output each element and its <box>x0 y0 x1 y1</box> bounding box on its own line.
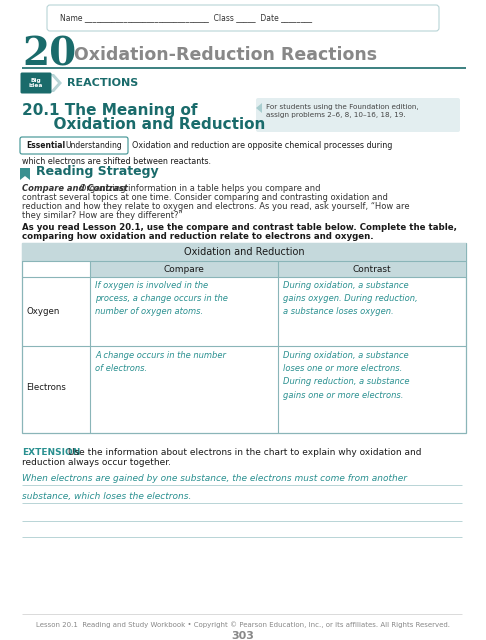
FancyBboxPatch shape <box>47 5 439 31</box>
Text: A change occurs in the number
of electrons.: A change occurs in the number of electro… <box>95 351 226 373</box>
Bar <box>22 243 466 433</box>
Text: When electrons are gained by one substance, the electrons must come from another: When electrons are gained by one substan… <box>22 474 407 483</box>
Text: reduction always occur together.: reduction always occur together. <box>22 458 171 467</box>
Text: Lesson 20.1  Reading and Study Workbook • Copyright © Pearson Education, Inc., o: Lesson 20.1 Reading and Study Workbook •… <box>36 621 450 628</box>
Text: Essential: Essential <box>26 141 65 150</box>
Text: During oxidation, a substance
loses one or more electrons.
During reduction, a s: During oxidation, a substance loses one … <box>283 351 410 399</box>
Text: which electrons are shifted between reactants.: which electrons are shifted between reac… <box>22 157 211 166</box>
Text: REACTIONS: REACTIONS <box>67 78 138 88</box>
Text: Reading Strategy: Reading Strategy <box>36 166 158 179</box>
Polygon shape <box>256 103 262 113</box>
Text: Electrons: Electrons <box>26 383 66 392</box>
Text: Big
idea: Big idea <box>29 78 43 88</box>
Text: Contrast: Contrast <box>353 264 391 273</box>
Text: If oxygen is involved in the
process, a change occurs in the
number of oxygen at: If oxygen is involved in the process, a … <box>95 281 228 316</box>
Text: Organizing information in a table helps you compare and: Organizing information in a table helps … <box>22 184 320 193</box>
FancyBboxPatch shape <box>256 98 460 132</box>
Text: Compare and Contrast: Compare and Contrast <box>22 184 128 193</box>
Text: For students using the Foundation edition,
assign problems 2–6, 8, 10–16, 18, 19: For students using the Foundation editio… <box>266 104 418 118</box>
Text: Oxidation and reduction are opposite chemical processes during: Oxidation and reduction are opposite che… <box>132 141 392 150</box>
Text: EXTENSION: EXTENSION <box>22 448 80 457</box>
Text: contrast several topics at one time. Consider comparing and contrasting oxidatio: contrast several topics at one time. Con… <box>22 193 388 202</box>
Text: As you read Lesson 20.1, use the compare and contrast table below. Complete the : As you read Lesson 20.1, use the compare… <box>22 223 457 232</box>
Text: reduction and how they relate to oxygen and electrons. As you read, ask yourself: reduction and how they relate to oxygen … <box>22 202 410 211</box>
Text: Name ________________________________  Class _____  Date ________: Name ________________________________ Cl… <box>60 13 312 22</box>
Text: Compare: Compare <box>164 264 205 273</box>
Text: Oxidation and Reduction: Oxidation and Reduction <box>22 117 265 132</box>
Polygon shape <box>50 74 62 92</box>
FancyBboxPatch shape <box>20 72 52 93</box>
Text: Oxygen: Oxygen <box>26 307 59 316</box>
Text: they similar? How are they different?”: they similar? How are they different?” <box>22 211 183 220</box>
Text: Use the information about electrons in the chart to explain why oxidation and: Use the information about electrons in t… <box>68 448 421 457</box>
FancyBboxPatch shape <box>20 137 128 154</box>
Text: Oxidation and Reduction: Oxidation and Reduction <box>184 247 304 257</box>
Text: 20.1 The Meaning of: 20.1 The Meaning of <box>22 103 197 118</box>
Bar <box>90 261 466 277</box>
Text: substance, which loses the electrons.: substance, which loses the electrons. <box>22 492 191 501</box>
Text: comparing how oxidation and reduction relate to electrons and oxygen.: comparing how oxidation and reduction re… <box>22 232 374 241</box>
Text: Oxidation-Reduction Reactions: Oxidation-Reduction Reactions <box>74 46 377 64</box>
Bar <box>22 243 466 261</box>
Text: During oxidation, a substance
gains oxygen. During reduction,
a substance loses : During oxidation, a substance gains oxyg… <box>283 281 417 316</box>
Text: Understanding: Understanding <box>65 141 122 150</box>
Polygon shape <box>20 168 30 180</box>
Text: 20: 20 <box>22 36 76 74</box>
Text: 303: 303 <box>231 631 255 640</box>
